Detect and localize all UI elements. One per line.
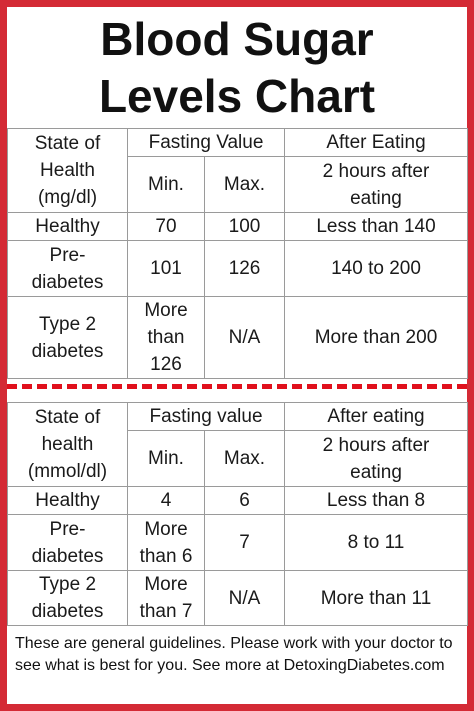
title-line: Blood Sugar	[100, 13, 374, 65]
data-cell: More than 126	[127, 296, 205, 379]
data-cell: 8 to 11	[284, 514, 469, 571]
table-row: Pre- diabetes 101 126 140 to 200	[7, 240, 468, 297]
row-label: Pre- diabetes	[7, 240, 128, 297]
data-cell: 101	[127, 240, 205, 297]
data-cell: 140 to 200	[284, 240, 468, 297]
table-row: State of Health (mg/dl) Fasting Value Afte…	[7, 128, 468, 213]
subheader-cell: Min.	[127, 156, 205, 213]
table-row: Type 2 diabetes More than 126 N/A More than…	[7, 296, 468, 379]
table-row: Min. Max. 2 hours after eating	[8, 430, 469, 487]
table-row: Min. Max. 2 hours after eating	[8, 156, 468, 213]
header-cell: After eating	[284, 402, 469, 431]
subheader-cell: Max.	[203, 430, 286, 487]
subheader-cell: 2 hours after eating	[284, 156, 468, 213]
footer-note: These are general guidelines. Please wor…	[15, 635, 453, 674]
data-cell: 7	[203, 514, 286, 571]
row-label: Type 2 diabetes	[7, 570, 128, 626]
table-row: Healthy 70 100 Less than 140	[7, 212, 468, 241]
header-cell: Fasting value	[126, 402, 286, 431]
header-cell: Fasting Value	[127, 128, 285, 157]
data-cell: 100	[204, 212, 285, 241]
table-row: Healthy 4 6 Less than 8	[7, 486, 469, 515]
title-line: Levels Chart	[98, 70, 376, 122]
row-label: Healthy	[7, 486, 128, 515]
header-cell: After Eating	[284, 128, 468, 157]
row-label: Type 2 diabetes	[7, 296, 128, 379]
data-cell: Less than 140	[284, 212, 468, 241]
subheader-cell: 2 hours after eating	[284, 430, 469, 487]
data-cell: 70	[127, 212, 205, 241]
header-cell: State of Health (mg/dl)	[7, 128, 128, 213]
title: Blood Sugar Levels Chart	[7, 11, 467, 125]
subheader-cell: Max.	[204, 156, 285, 213]
row-label: Healthy	[7, 212, 128, 241]
data-cell: N/A	[203, 570, 286, 626]
data-cell: N/A	[204, 296, 285, 379]
divider	[7, 384, 467, 389]
table-row: Type 2 diabetes More than 7 N/A More than 1…	[7, 570, 469, 626]
subheader-cell: Min.	[127, 430, 205, 487]
data-cell: More than 6	[127, 514, 205, 571]
table-mmol: State of health (mmol/dl) Fasting value Af…	[7, 402, 469, 626]
data-cell: More than 7	[127, 570, 205, 626]
data-cell: 126	[204, 240, 285, 297]
table-row: State of health (mmol/dl) Fasting value Af…	[7, 402, 469, 487]
data-cell: More than 11	[284, 570, 469, 626]
data-cell: More than 200	[284, 296, 468, 379]
data-cell: 6	[203, 486, 286, 515]
header-cell: State of health (mmol/dl)	[7, 402, 128, 487]
table-mgdl: State of Health (mg/dl) Fasting Value Afte…	[7, 128, 468, 379]
row-label: Pre- diabetes	[7, 514, 128, 571]
data-cell: 4	[127, 486, 205, 515]
data-cell: Less than 8	[284, 486, 469, 515]
